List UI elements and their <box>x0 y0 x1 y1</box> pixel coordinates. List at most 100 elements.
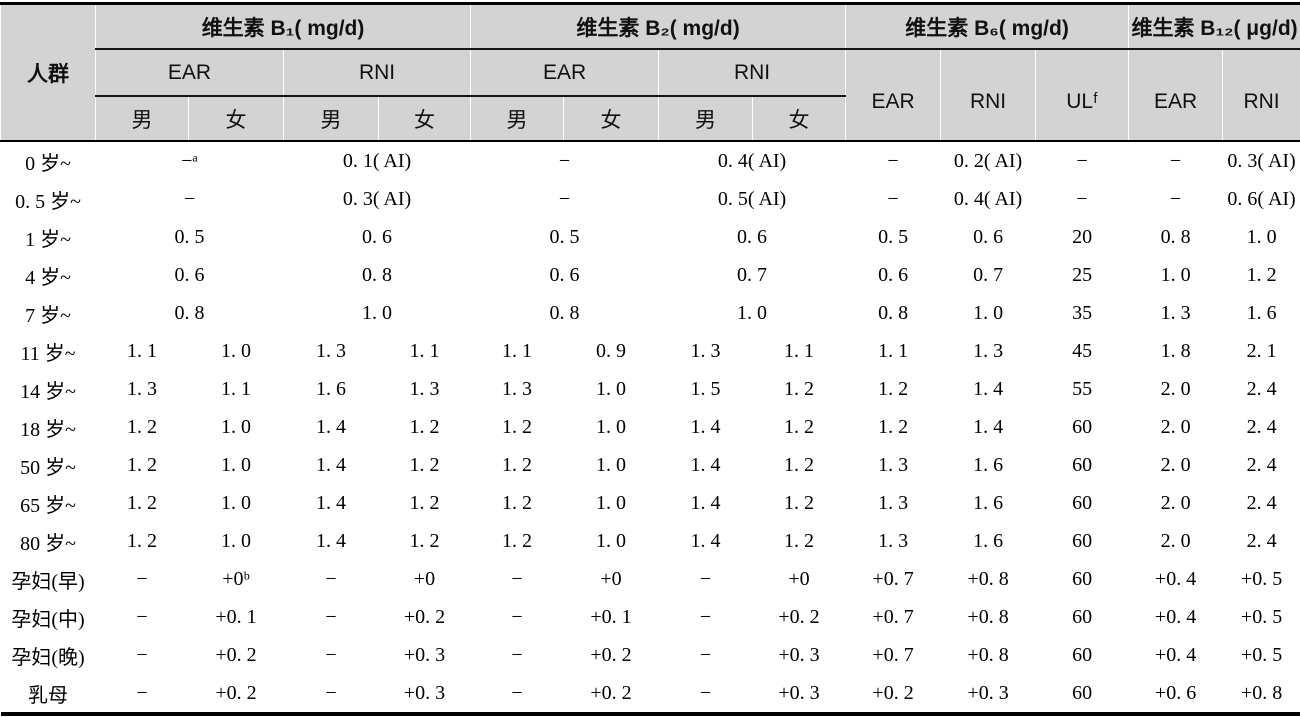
value-cell: − <box>470 141 659 180</box>
header-b6-rni: RNI <box>940 48 1037 142</box>
header-b12-rni: RNI <box>1222 48 1300 142</box>
value-cell: 1. 3 <box>283 332 379 370</box>
value-cell: − <box>1128 180 1223 218</box>
table-row: 孕妇(早) − +0ᵇ − +0− +0− +0 +0. 7 +0. 8 60 +0. 4 +0. 5 <box>0 560 1300 598</box>
value-cell: 1. 3 <box>658 332 753 370</box>
value-cell: 1. 4 <box>658 484 753 522</box>
header-b2-rni-female: 女 <box>752 95 847 142</box>
table-row: 4 岁~ 0. 6 0. 8 0. 6 0. 7 0. 6 0. 7 25 1. 0 1. 2 <box>0 256 1300 294</box>
value-cell: 1. 3 <box>470 370 564 408</box>
value-cell: 60 <box>1035 484 1129 522</box>
row-label: 孕妇(中) <box>0 598 96 636</box>
value-cell: 60 <box>1035 446 1129 484</box>
value-cell: 1. 2 <box>470 408 564 446</box>
value-cell: 1. 6 <box>940 446 1036 484</box>
value-cell: 1. 0 <box>283 294 471 332</box>
value-cell: − <box>470 180 659 218</box>
table-row: 乳母 − +0. 2− +0. 3− +0. 2− +0. 3 +0. 2 +0. 3 60 +0… <box>0 674 1300 714</box>
value-cell: +0. 8 <box>940 560 1036 598</box>
value-cell: +0. 8 <box>1222 674 1300 714</box>
header-b2-ear: EAR <box>470 48 660 97</box>
value-cell: +0. 5 <box>1222 636 1300 674</box>
value-cell: 60 <box>1035 674 1129 714</box>
value-cell: 1. 4 <box>940 370 1036 408</box>
value-cell: 2. 1 <box>1222 332 1300 370</box>
header-vitamin-b2: 维生素 B₂( mg/d) <box>470 3 847 50</box>
header-b1-ear-male: 男 <box>95 95 189 142</box>
value-cell: 0. 6 <box>470 256 659 294</box>
value-cell: 0. 5( AI) <box>658 180 846 218</box>
table-row: 18 岁~ 1. 2 1. 0 1. 4 1. 2 1. 2 1. 0 1. 4 1. 2 1. … <box>0 408 1300 446</box>
table-body: 0 岁~ −ᵃ 0. 1( AI) −0. 4( AI) −0. 2( AI) − −0. … <box>0 141 1300 714</box>
value-cell: 1. 3 <box>378 370 471 408</box>
value-cell: 0. 8 <box>95 294 284 332</box>
row-label: 0. 5 岁~ <box>0 180 96 218</box>
value-cell: 1. 2 <box>752 484 846 522</box>
value-cell: 0. 5 <box>470 218 659 256</box>
value-cell: +0 <box>752 560 846 598</box>
value-cell: +0 <box>378 560 471 598</box>
value-cell: +0. 2 <box>563 674 659 714</box>
value-cell: 0. 4( AI) <box>940 180 1036 218</box>
header-b2-ear-male: 男 <box>470 95 565 142</box>
value-cell: 1. 3 <box>845 522 941 560</box>
value-cell: +0. 2 <box>188 636 284 674</box>
value-cell: − <box>658 636 753 674</box>
value-cell: +0. 7 <box>845 636 941 674</box>
header-b1-rni: RNI <box>282 48 472 97</box>
value-cell: +0. 4 <box>1128 560 1223 598</box>
value-cell: 1. 0 <box>1222 218 1300 256</box>
header-sex-row: 男 女 男 女 男 女 男 女 <box>1 95 1300 142</box>
value-cell: 1. 1 <box>752 332 846 370</box>
value-cell: − <box>1128 141 1223 180</box>
value-cell: 0. 7 <box>658 256 846 294</box>
value-cell: 1. 4 <box>658 522 753 560</box>
value-cell: 0. 5 <box>95 218 284 256</box>
header-vitamin-b6: 维生素 B₆( mg/d) <box>845 3 1130 50</box>
value-cell: − <box>95 674 189 714</box>
value-cell: 45 <box>1035 332 1129 370</box>
header-b1-ear-female: 女 <box>188 95 284 142</box>
value-cell: 1. 0 <box>1128 256 1223 294</box>
value-cell: 0. 9 <box>563 332 659 370</box>
value-cell: 1. 3 <box>940 332 1036 370</box>
value-cell: 1. 2 <box>95 522 189 560</box>
value-cell: − <box>1035 180 1129 218</box>
value-cell: +0. 2 <box>752 598 846 636</box>
value-cell: 1. 2 <box>378 446 471 484</box>
value-cell: 0. 6 <box>658 218 846 256</box>
value-cell: +0 <box>563 560 659 598</box>
value-cell: 1. 6 <box>940 522 1036 560</box>
value-cell: 1. 2 <box>95 446 189 484</box>
value-cell: 1. 1 <box>470 332 564 370</box>
table-row: 0 岁~ −ᵃ 0. 1( AI) −0. 4( AI) −0. 2( AI) − −0. … <box>0 141 1300 180</box>
value-cell: − <box>1035 141 1129 180</box>
value-cell: 1. 2 <box>752 408 846 446</box>
row-label: 孕妇(早) <box>0 560 96 598</box>
value-cell: 1. 2 <box>95 408 189 446</box>
value-cell: 1. 0 <box>658 294 846 332</box>
row-label: 0 岁~ <box>0 141 96 180</box>
value-cell: − <box>283 636 379 674</box>
value-cell: 1. 2 <box>470 522 564 560</box>
value-cell: 1. 2 <box>845 408 941 446</box>
value-cell: 1. 2 <box>470 446 564 484</box>
value-cell: 1. 1 <box>95 332 189 370</box>
value-cell: 0. 8 <box>283 256 471 294</box>
value-cell: +0. 3 <box>940 674 1036 714</box>
value-cell: 0. 3( AI) <box>1222 141 1300 180</box>
value-cell: +0. 5 <box>1222 560 1300 598</box>
value-cell: 55 <box>1035 370 1129 408</box>
value-cell: 1. 6 <box>940 484 1036 522</box>
header-vitamin-b1: 维生素 B₁( mg/d) <box>94 3 472 50</box>
value-cell: − <box>845 141 941 180</box>
value-cell: 60 <box>1035 636 1129 674</box>
value-cell: +0. 8 <box>940 598 1036 636</box>
value-cell: 35 <box>1035 294 1129 332</box>
table-row: 65 岁~ 1. 2 1. 0 1. 4 1. 2 1. 2 1. 0 1. 4 1. 2 1. … <box>0 484 1300 522</box>
header-b6-ear: EAR <box>845 48 942 142</box>
value-cell: 0. 8 <box>1128 218 1223 256</box>
value-cell: 60 <box>1035 560 1129 598</box>
